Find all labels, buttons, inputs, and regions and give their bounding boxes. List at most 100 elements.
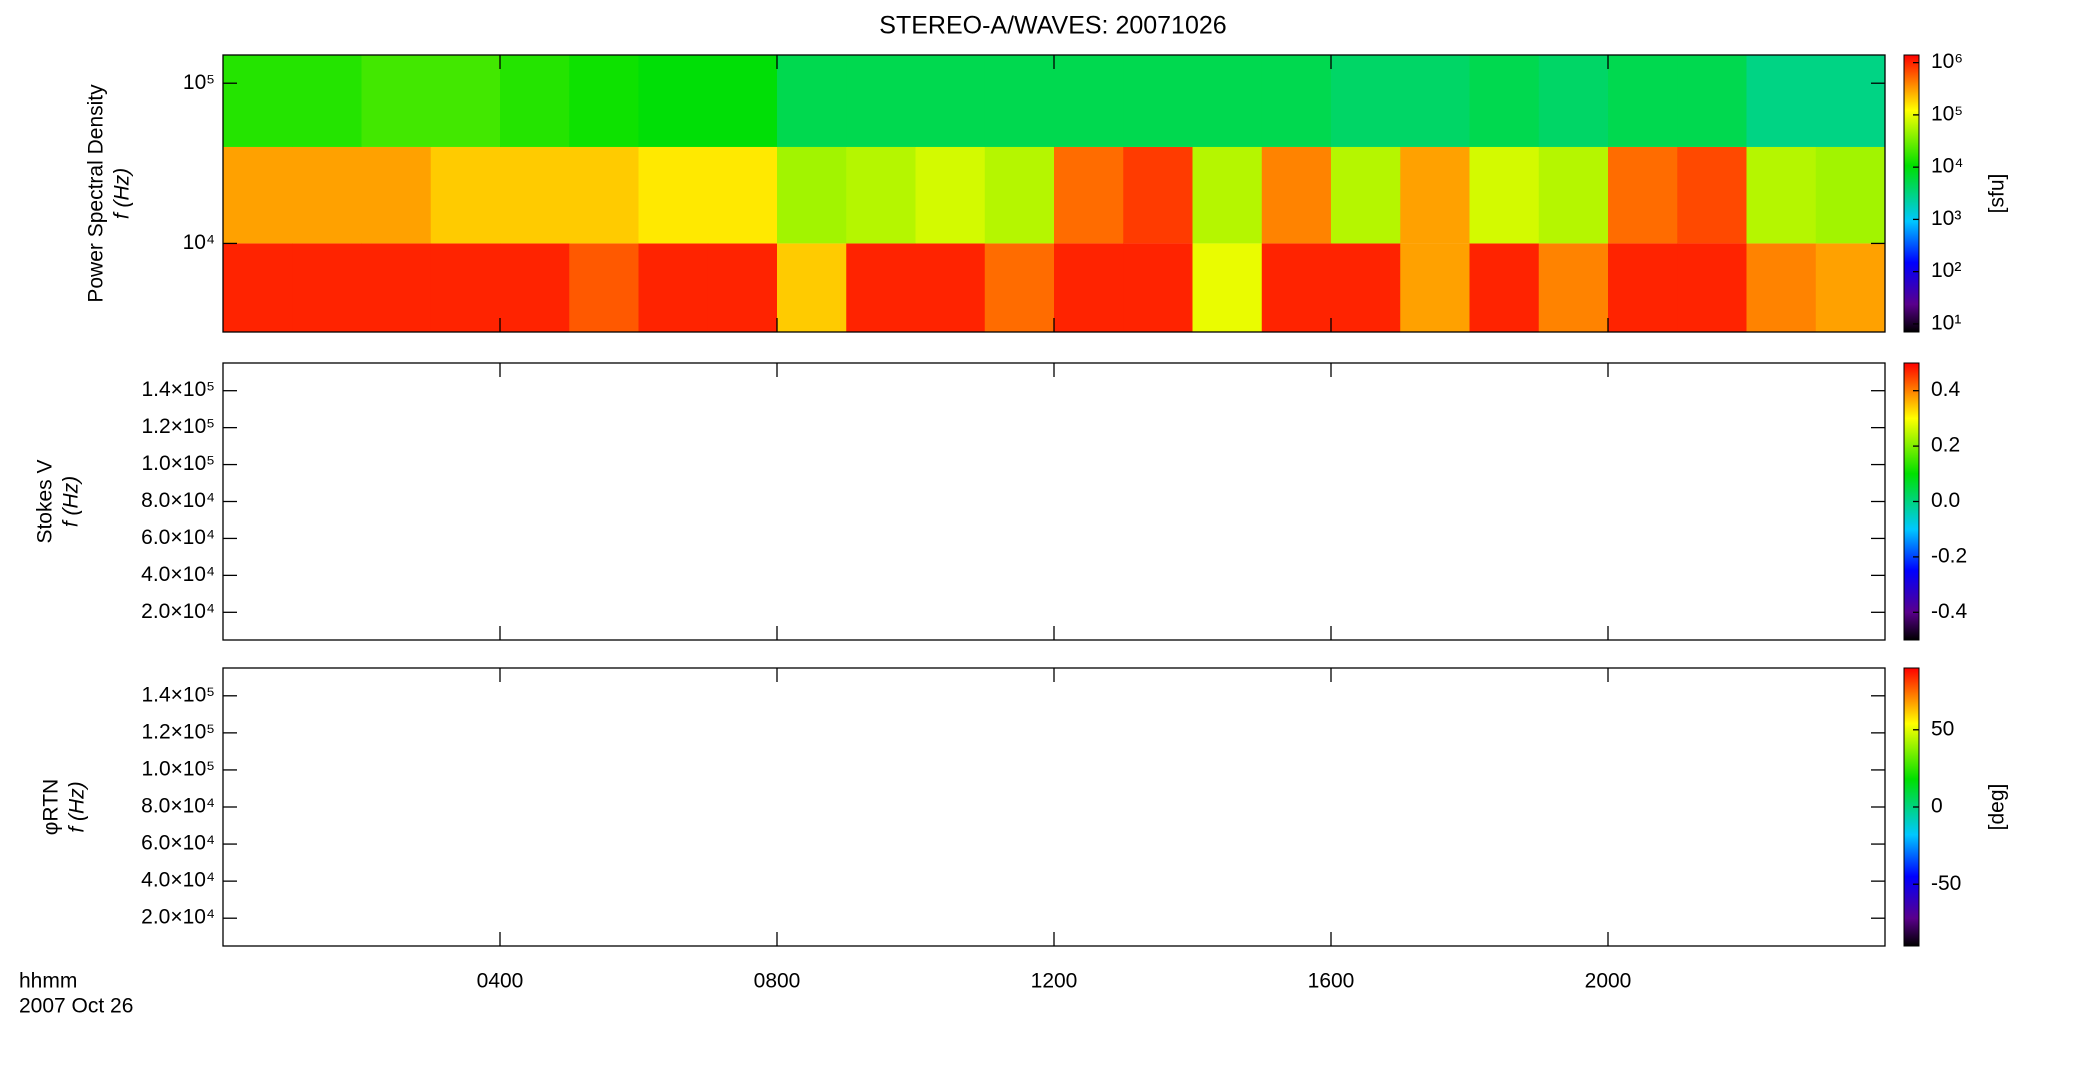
heatmap-cell <box>1123 243 1193 332</box>
heatmap-cell <box>777 146 847 244</box>
y-tick-label: 1.0×10⁵ <box>141 757 215 780</box>
x-axis-label: hhmm <box>19 970 77 993</box>
colorbar-tick-label: 10⁵ <box>1931 102 1963 125</box>
heatmap-cell <box>1192 146 1263 244</box>
heatmap-cell <box>1261 243 1332 332</box>
heatmap-cell <box>1469 243 1540 332</box>
chart-title: STEREO-A/WAVES: 20071026 <box>879 12 1226 40</box>
colorbar-tick-label: 10¹ <box>1931 311 1961 334</box>
heatmap-cell <box>1331 55 1401 147</box>
heatmap-cell <box>292 55 362 147</box>
heatmap-cell <box>915 146 986 244</box>
heatmap-cell <box>1815 55 1886 147</box>
y-axis-label: f (Hz) <box>111 168 134 219</box>
heatmap-cell <box>1054 55 1124 147</box>
y-axis-label: f (Hz) <box>60 476 83 527</box>
heatmap-cell <box>361 55 432 147</box>
y-tick-label: 2.0×10⁴ <box>141 600 215 623</box>
y-axis-label: f (Hz) <box>66 781 89 832</box>
heatmap-cell <box>984 243 1055 332</box>
heatmap-cell <box>638 243 709 332</box>
heatmap-cell <box>984 55 1055 147</box>
heatmap-cell <box>1054 146 1124 244</box>
heatmap-cell <box>707 146 778 244</box>
y-tick-label: 1.2×10⁵ <box>141 415 215 438</box>
heatmap-cell <box>292 146 362 244</box>
heatmap-cell <box>1400 243 1470 332</box>
x-tick-label: 2000 <box>1585 970 1632 993</box>
heatmap-cell <box>1608 55 1678 147</box>
y-tick-label: 1.4×10⁵ <box>141 683 215 706</box>
heatmap-cell <box>1677 146 1747 244</box>
heatmap-cell <box>707 55 778 147</box>
heatmap-cell <box>846 146 916 244</box>
heatmap-cell <box>915 55 986 147</box>
heatmap-cell <box>638 146 709 244</box>
y-tick-label: 4.0×10⁴ <box>141 869 215 892</box>
colorbar-tick-label: 0.0 <box>1931 489 1960 512</box>
heatmap-cell <box>1331 243 1401 332</box>
heatmap-cell <box>915 243 986 332</box>
heatmap-cell <box>500 55 570 147</box>
colorbar-tick-label: 0.2 <box>1931 434 1960 457</box>
heatmap-cell <box>430 243 501 332</box>
heatmap-cell <box>1400 146 1470 244</box>
colorbar <box>1903 54 1920 333</box>
heatmap-cell <box>500 243 570 332</box>
heatmap-cell <box>846 243 916 332</box>
y-axis-label: Stokes V <box>34 459 57 543</box>
heatmap-cell <box>1677 55 1747 147</box>
x-tick-label: 0800 <box>754 970 801 993</box>
heatmap-cell <box>1123 55 1193 147</box>
heatmap-cell <box>569 146 639 244</box>
heatmap-cell <box>1746 55 1817 147</box>
heatmap-cell <box>1469 146 1540 244</box>
y-tick-label: 1.2×10⁵ <box>141 720 215 743</box>
colorbar-tick-label: 50 <box>1931 717 1954 740</box>
heatmap-cell <box>984 146 1055 244</box>
plot-frame <box>222 667 1886 947</box>
colorbar-tick-label: 10² <box>1931 259 1961 282</box>
y-axis-label: φRTN <box>40 779 63 835</box>
x-tick-label: 0400 <box>477 970 524 993</box>
y-tick-label: 1.0×10⁵ <box>141 452 215 475</box>
y-tick-label: 2.0×10⁴ <box>141 906 215 929</box>
heatmap-cell <box>1192 55 1263 147</box>
heatmap-cell <box>500 146 570 244</box>
heatmap-cell <box>1123 146 1193 244</box>
heatmap-cell <box>1746 146 1817 244</box>
heatmap-cell <box>707 243 778 332</box>
heatmap-cell <box>361 243 432 332</box>
colorbar-tick-label: 10⁴ <box>1931 155 1963 178</box>
heatmap-cell <box>846 55 916 147</box>
heatmap-cell <box>1538 146 1609 244</box>
heatmap-cell <box>1331 146 1401 244</box>
colorbar-tick-label: -0.4 <box>1931 600 1968 623</box>
y-tick-label: 4.0×10⁴ <box>141 563 215 586</box>
heatmap-cell <box>1815 146 1886 244</box>
heatmap-cell <box>569 55 639 147</box>
heatmap-cell <box>430 55 501 147</box>
y-tick-label: 10⁵ <box>183 71 215 94</box>
colorbar-tick-label: 10⁶ <box>1931 50 1963 73</box>
x-tick-label: 1200 <box>1031 970 1078 993</box>
heatmap-cell <box>1054 243 1124 332</box>
colorbar-tick-label: 0.4 <box>1931 378 1961 401</box>
colorbar-label: [deg] <box>1986 784 2009 831</box>
heatmap-cell <box>1261 146 1332 244</box>
heatmap-cell <box>1261 55 1332 147</box>
y-tick-label: 8.0×10⁴ <box>141 795 215 818</box>
y-tick-label: 8.0×10⁴ <box>141 489 215 512</box>
date-label: 2007 Oct 26 <box>19 995 133 1018</box>
heatmap-cell <box>1538 243 1609 332</box>
heatmap-cell <box>292 243 362 332</box>
y-tick-label: 10⁴ <box>183 231 215 254</box>
heatmap-cell <box>1815 243 1886 332</box>
heatmap-cell <box>1608 243 1678 332</box>
y-tick-label: 1.4×10⁵ <box>141 378 215 401</box>
heatmap-cell <box>223 55 293 147</box>
heatmap-cell <box>777 243 847 332</box>
x-tick-label: 1600 <box>1308 970 1355 993</box>
heatmap-cell <box>777 55 847 147</box>
